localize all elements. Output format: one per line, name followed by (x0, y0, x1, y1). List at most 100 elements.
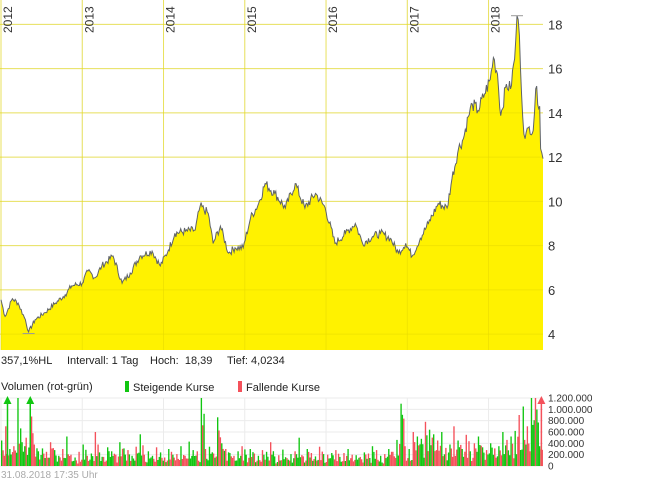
volume-bar (317, 459, 319, 466)
legend-rising-swatch (125, 381, 129, 392)
volume-bar (191, 455, 193, 466)
volume-bar (401, 414, 404, 466)
volume-bar (369, 458, 371, 466)
volume-bar (274, 456, 276, 466)
volume-bar (381, 462, 383, 466)
volume-bar (146, 462, 148, 466)
volume-bar (377, 459, 379, 466)
volume-bar (226, 460, 228, 466)
volume-bar (332, 455, 334, 466)
volume-bar (128, 454, 131, 466)
volume-bar (237, 451, 239, 466)
volume-bar (223, 450, 226, 466)
volume-bar (116, 462, 118, 466)
volume-bar (536, 409, 538, 466)
volume-bar (275, 463, 277, 466)
price-y-tick-label: 16 (548, 62, 562, 77)
low-label: Tief: 4,0234 (227, 355, 285, 367)
performance-label: 357,1%HL (1, 355, 53, 367)
volume-bar (44, 458, 46, 466)
volume-bar (43, 453, 45, 466)
volume-bar (100, 461, 102, 466)
volume-bar (533, 420, 535, 466)
volume-bar (154, 461, 156, 466)
volume-bar (64, 458, 67, 466)
volume-bar (420, 438, 423, 466)
volume-bar (13, 446, 15, 466)
volume-bar (325, 462, 328, 466)
volume-bar (212, 453, 215, 466)
volume-bar (505, 445, 507, 466)
volume-bar (343, 453, 345, 466)
volume-bar (217, 417, 219, 466)
volume-bar (500, 455, 503, 466)
volume-bar (267, 456, 269, 466)
volume-bar (538, 446, 541, 466)
volume-bar (219, 437, 222, 466)
volume-bar (524, 439, 526, 466)
volume-bar (30, 416, 33, 466)
volume-bar (380, 455, 382, 466)
volume-bar (11, 452, 14, 466)
volume-bar (347, 449, 349, 466)
volume-bar (388, 449, 390, 466)
volume-grid (0, 397, 543, 467)
volume-bar (74, 457, 76, 466)
volume-bar (73, 460, 75, 466)
volume-bar (1, 440, 3, 466)
volume-bar (240, 455, 242, 466)
volume-bar (303, 462, 306, 466)
volume-bar (439, 445, 442, 466)
price-y-tick-label: 6 (548, 283, 555, 298)
volume-bar (183, 455, 185, 466)
high-label: Hoch: 18,39 (150, 355, 212, 368)
volume-bar (390, 451, 393, 466)
volume-bar (60, 460, 63, 466)
volume-bar (361, 459, 363, 466)
volume-bar (327, 454, 329, 466)
volume-bar (2, 450, 4, 466)
volume-bar (168, 449, 170, 466)
volume-bar (362, 462, 364, 466)
volume-y-tick-label: 800.000 (548, 416, 585, 427)
volume-bar (438, 450, 440, 466)
volume-y-tick-label: 400.000 (548, 439, 585, 450)
volume-bar (153, 458, 155, 466)
volume-bar (320, 460, 322, 466)
volume-bar (68, 456, 71, 466)
volume-bar (271, 454, 273, 466)
volume-bar (525, 444, 527, 466)
volume-bar (471, 461, 473, 466)
volume-bar (17, 398, 19, 466)
volume-bar (418, 445, 420, 466)
high-label-text: Hoch: (150, 355, 179, 367)
volume-bar (490, 443, 492, 466)
volume-bar (222, 448, 224, 466)
volume-bar (510, 436, 512, 466)
volume-bar (335, 450, 337, 466)
volume-bar (192, 450, 194, 466)
volume-bar (173, 457, 175, 466)
volume-bar (210, 453, 212, 466)
year-tick-label: 2017 (407, 6, 421, 33)
volume-bar (193, 456, 196, 466)
volume-bar (79, 461, 82, 466)
price-x-axis: 2012 2013 2014 2015 2016 2017 2018 (1, 6, 503, 33)
volume-bar (458, 447, 461, 466)
volume-bar (477, 436, 480, 466)
price-y-tick-label: 18 (548, 17, 562, 32)
volume-bar (513, 458, 515, 466)
volume-bar (298, 437, 300, 466)
interval-label: Intervall: 1 Tag (67, 355, 139, 367)
volume-bar (411, 460, 413, 466)
volume-bar (35, 456, 37, 466)
volume-bar (287, 459, 289, 466)
volume-bar (260, 461, 262, 466)
volume-bar (123, 448, 125, 466)
volume-bar (453, 426, 455, 466)
volume-bar (268, 460, 270, 466)
volume-bar (431, 437, 433, 466)
volume-bar (257, 455, 260, 466)
high-value: 18,39 (184, 355, 213, 367)
